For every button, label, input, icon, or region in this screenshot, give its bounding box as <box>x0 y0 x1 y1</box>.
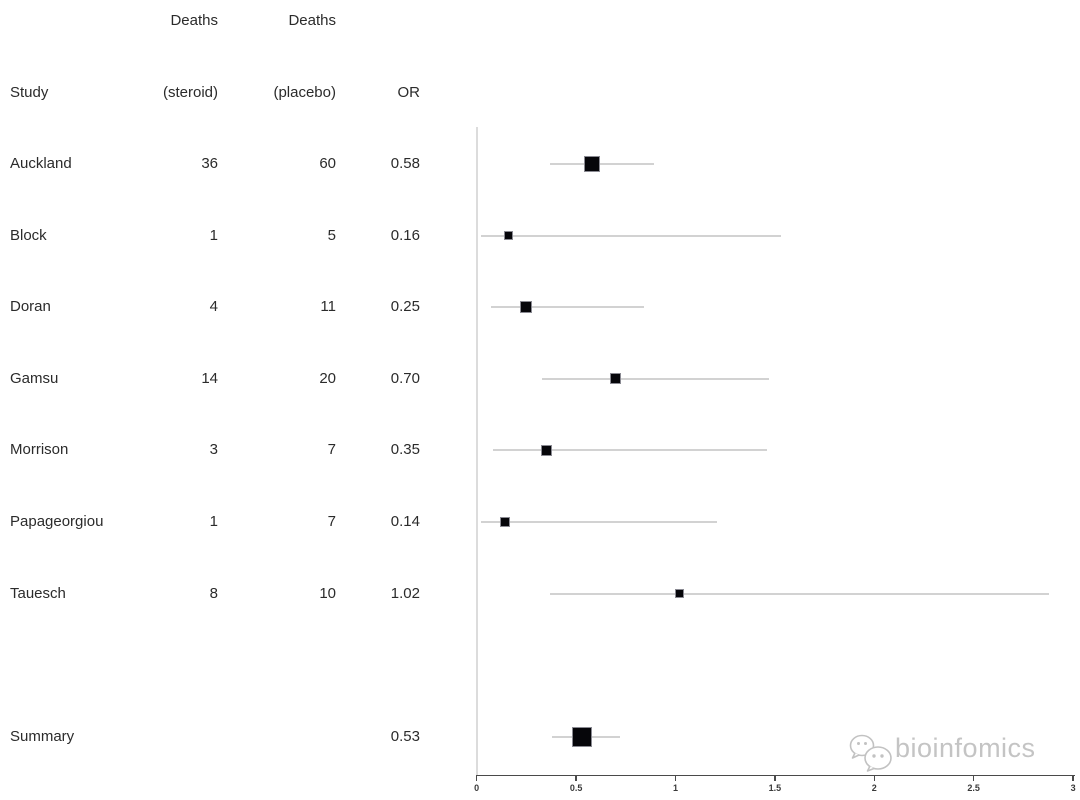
watermark: bioinfomics <box>847 733 1036 775</box>
study-label: Tauesch <box>10 584 66 602</box>
deaths-placebo-value: 7 <box>327 441 336 459</box>
confidence-interval-line <box>550 592 1050 595</box>
study-label: Gamsu <box>10 369 59 387</box>
confidence-interval-line <box>550 163 654 165</box>
watermark-text: bioinfomics <box>895 733 1036 763</box>
confidence-interval-line <box>542 377 769 380</box>
x-axis-tick-label: 0 <box>474 783 480 793</box>
study-label: Morrison <box>10 441 69 459</box>
x-axis-tick <box>476 775 478 781</box>
study-label: Block <box>10 226 47 244</box>
x-axis-tick <box>674 775 677 781</box>
confidence-interval-line <box>490 306 644 309</box>
or-value: 0.35 <box>390 441 420 459</box>
header-deaths-steroid: Deaths <box>170 12 218 29</box>
deaths-steroid-value: 8 <box>209 584 218 602</box>
deaths-placebo-value: 5 <box>327 226 336 244</box>
study-label: Doran <box>10 298 51 316</box>
deaths-placebo-value: 10 <box>319 584 336 602</box>
or-value: 0.70 <box>390 369 420 387</box>
or-marker <box>674 589 684 599</box>
x-axis-tick <box>575 775 577 781</box>
or-value: 0.16 <box>390 226 420 244</box>
header-deaths-placebo: Deaths <box>288 12 336 29</box>
confidence-interval-line <box>480 234 781 237</box>
deaths-steroid-value: 1 <box>209 226 218 244</box>
x-axis-tick <box>973 775 975 781</box>
deaths-placebo-value: 7 <box>327 513 336 530</box>
x-axis-tick-label: 0.5 <box>569 783 583 793</box>
header-steroid: (steroid) <box>162 84 218 101</box>
deaths-steroid-value: 4 <box>209 298 218 316</box>
header-study: Study <box>10 84 49 101</box>
or-marker <box>610 373 622 385</box>
confidence-interval-line <box>492 449 767 452</box>
or-value: 0.53 <box>390 727 420 745</box>
confidence-interval-line <box>480 521 718 523</box>
x-axis-tick-label: 2.5 <box>967 783 980 793</box>
deaths-steroid-value: 14 <box>201 369 218 387</box>
x-axis-tick-label: 2 <box>871 783 877 793</box>
summary-label: Summary <box>10 727 75 745</box>
or-marker <box>540 444 552 456</box>
or-value: 1.02 <box>390 584 420 602</box>
x-axis-tick-label: 3 <box>1070 783 1076 793</box>
x-axis-tick <box>1072 775 1074 781</box>
header-or: OR <box>397 84 421 101</box>
or-value: 0.14 <box>390 513 420 530</box>
or-marker <box>584 156 600 172</box>
or-marker <box>504 231 513 241</box>
zero-reference-line <box>475 127 478 775</box>
x-axis-tick <box>873 775 875 781</box>
deaths-placebo-value: 20 <box>319 369 336 387</box>
x-axis-tick <box>774 775 776 781</box>
x-axis-tick-label: 1.5 <box>768 783 782 793</box>
chat-bubbles-icon <box>849 734 892 772</box>
summary-or-marker <box>572 726 593 747</box>
deaths-steroid-value: 36 <box>201 155 218 172</box>
x-axis-tick-label: 1 <box>672 783 678 793</box>
header-placebo: (placebo) <box>273 84 336 101</box>
study-label: Auckland <box>10 155 72 172</box>
or-value: 0.58 <box>390 155 420 172</box>
or-marker <box>520 301 533 314</box>
deaths-placebo-value: 60 <box>319 155 336 172</box>
or-value: 0.25 <box>390 298 420 316</box>
deaths-steroid-value: 3 <box>209 441 218 459</box>
or-marker <box>499 517 510 527</box>
deaths-steroid-value: 1 <box>209 513 218 530</box>
deaths-placebo-value: 11 <box>320 298 336 316</box>
study-label: Papageorgiou <box>10 513 104 530</box>
